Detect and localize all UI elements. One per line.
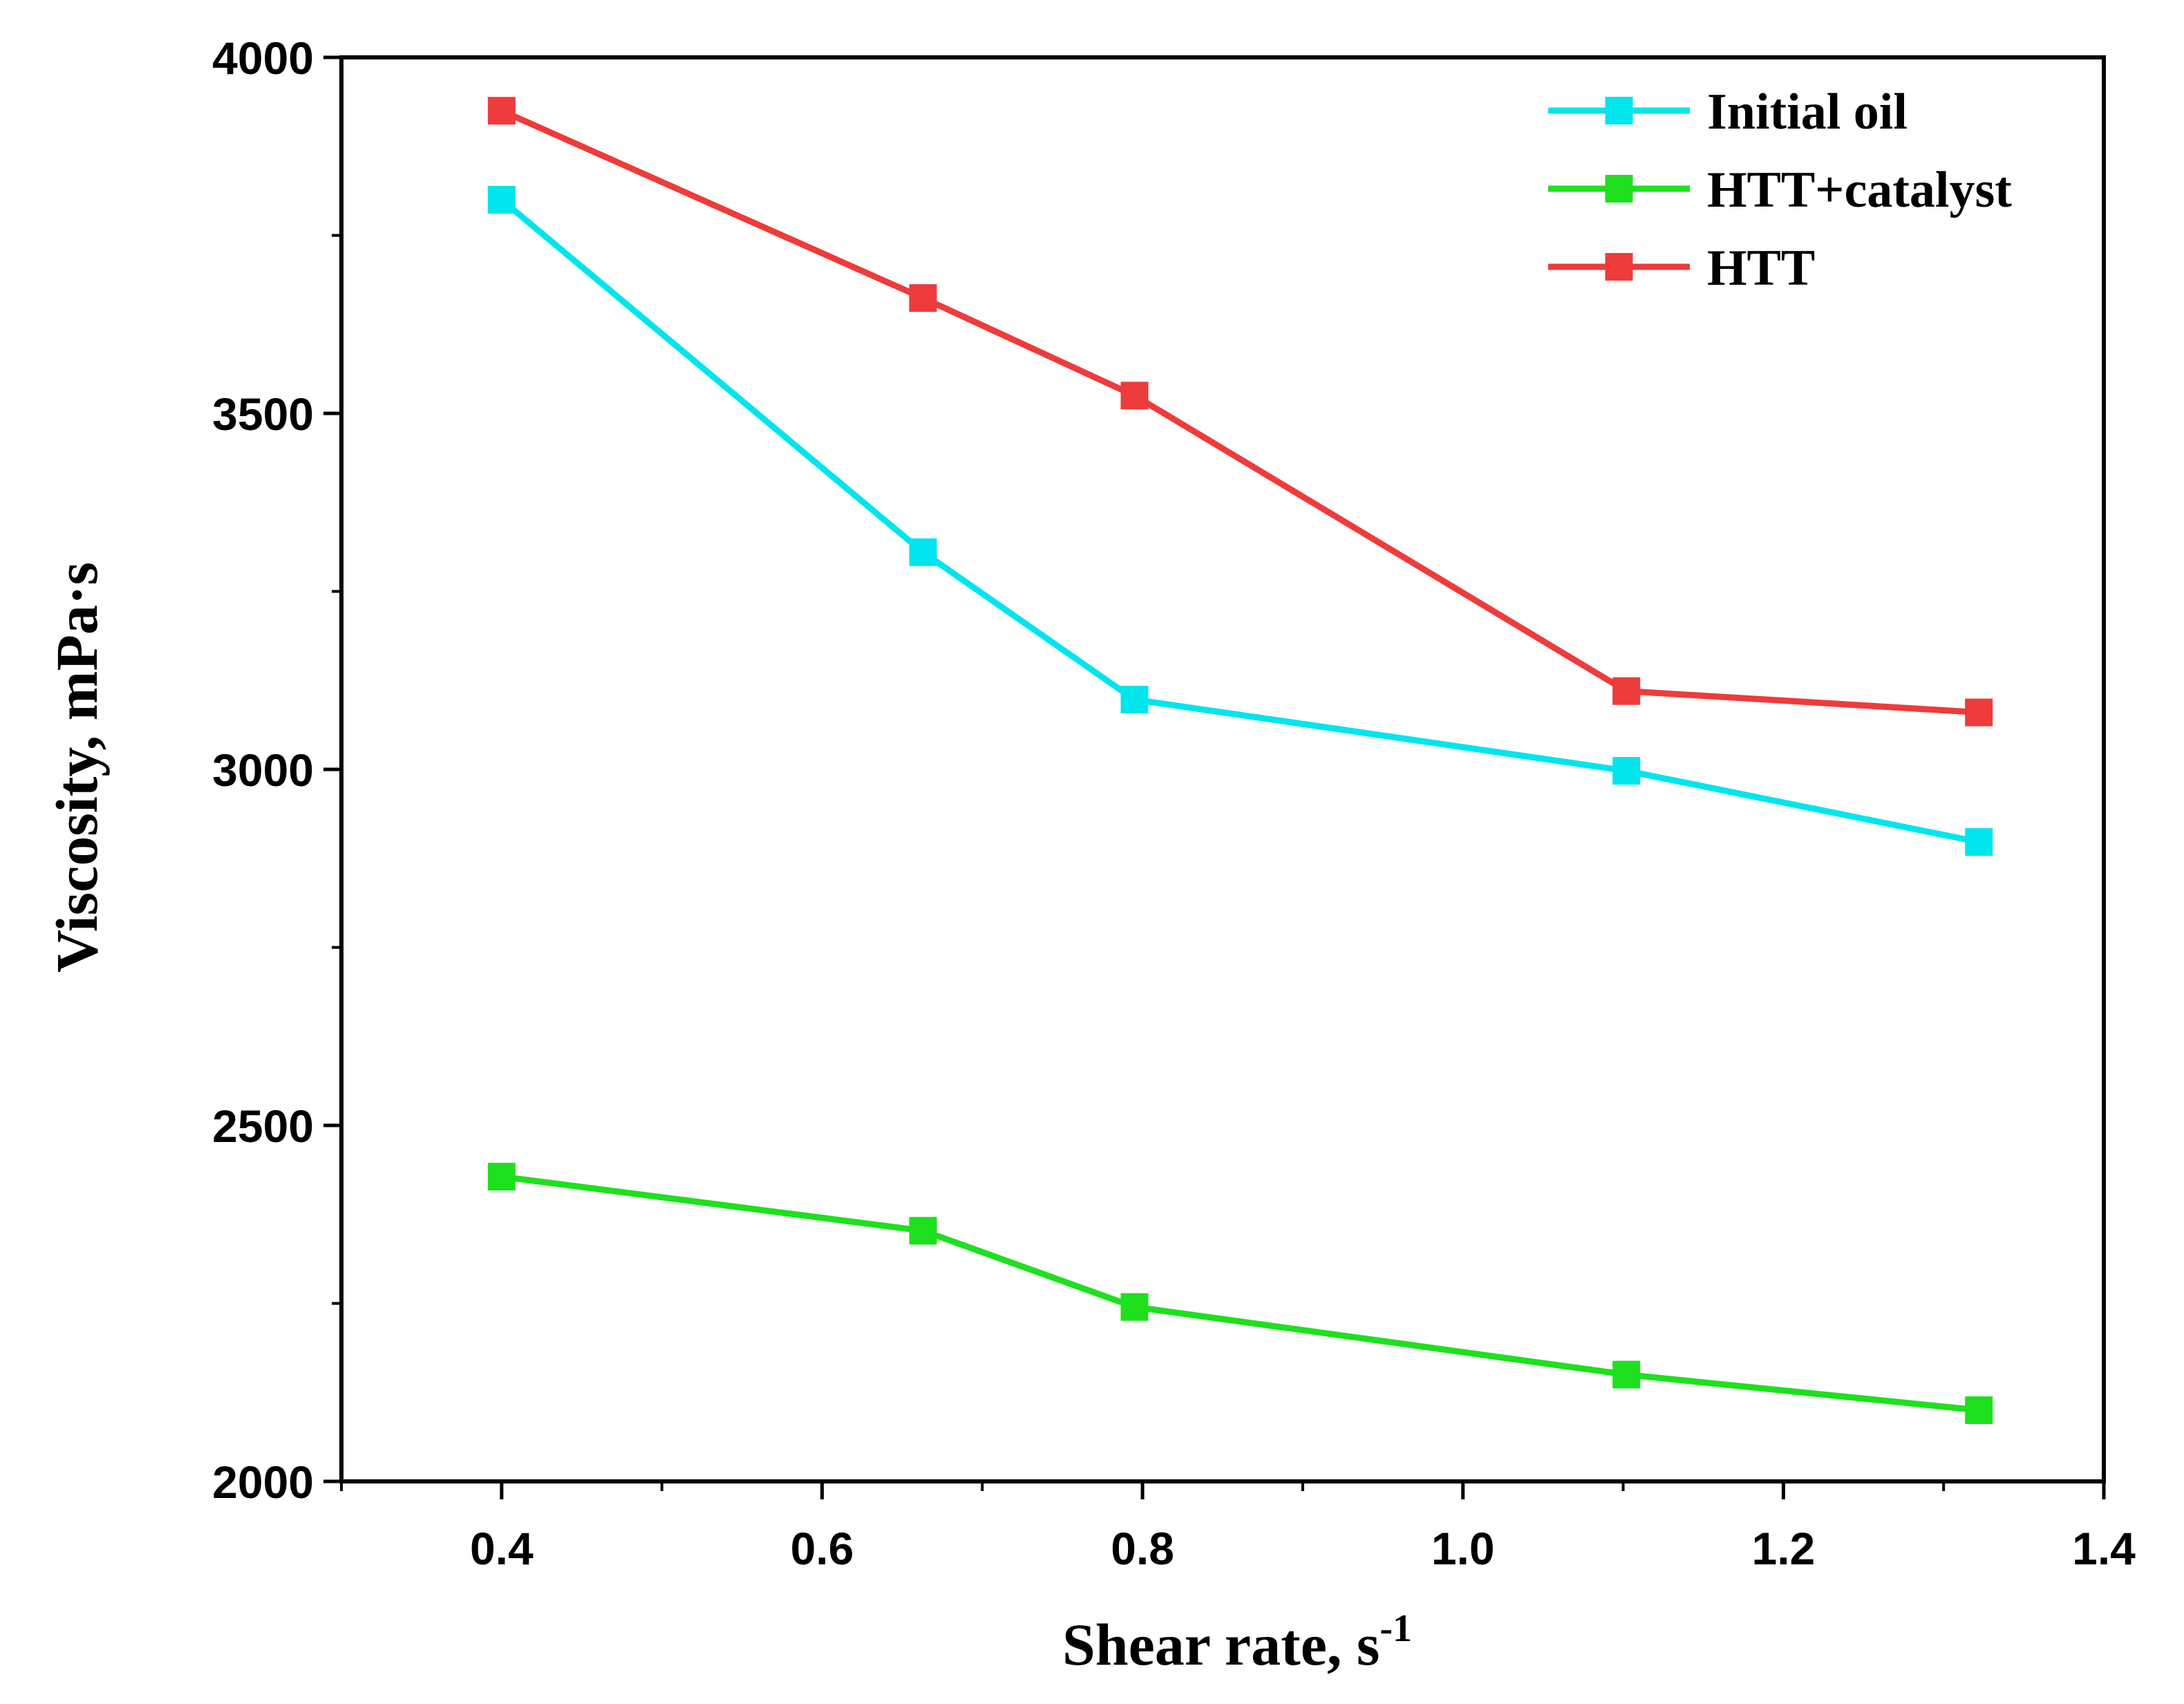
legend-label: HTT <box>1707 240 1815 297</box>
series-line <box>501 1173 1979 1414</box>
data-point <box>1120 686 1149 714</box>
data-point <box>909 284 937 312</box>
x-tick-label: 0.6 <box>791 1523 854 1574</box>
plot-frame <box>339 55 2106 1483</box>
x-axis-title-superscript: -1 <box>1380 1607 1412 1650</box>
legend-label: HTT+catalyst <box>1707 162 2012 218</box>
data-point <box>487 97 516 125</box>
x-tick-label: 1.0 <box>1431 1523 1495 1574</box>
data-point <box>909 538 937 566</box>
data-point <box>1965 698 1993 727</box>
x-tick-label: 1.4 <box>2072 1523 2136 1574</box>
y-axis-title: Viscosity, mPa·s <box>44 562 110 973</box>
legend-marker <box>1605 253 1633 281</box>
y-tick-label: 3500 <box>212 388 314 440</box>
y-axis-ticks: 2000 2500 3000 3500 4000 <box>212 32 341 1508</box>
data-point <box>1120 382 1149 410</box>
data-point <box>1965 828 1993 856</box>
y-tick-label: 4000 <box>212 32 314 84</box>
x-axis-title: Shear rate, s-1 <box>1062 1607 1412 1678</box>
plot-border <box>339 55 2106 1483</box>
data-point <box>487 1163 516 1191</box>
data-point <box>1612 1360 1641 1389</box>
series-lines <box>499 108 1980 1414</box>
x-tick-label: 0.8 <box>1111 1523 1174 1574</box>
data-point <box>909 1217 937 1245</box>
y-tick-label: 2000 <box>212 1457 314 1508</box>
data-point <box>1120 1293 1149 1321</box>
data-point <box>1965 1396 1993 1424</box>
legend: Initial oil HTT+catalyst HTT <box>1548 84 2012 297</box>
legend-marker <box>1605 175 1633 203</box>
x-tick-label: 0.4 <box>470 1523 534 1574</box>
y-tick-label: 2500 <box>212 1101 314 1152</box>
x-axis-ticks: 0.4 0.6 0.8 1.0 1.2 1.4 <box>340 1481 2136 1574</box>
legend-label: Initial oil <box>1707 84 1908 140</box>
series-markers <box>487 97 1993 1424</box>
data-point <box>1612 757 1641 785</box>
x-axis-title-text: Shear rate, s <box>1062 1611 1380 1678</box>
data-point <box>487 186 516 214</box>
data-point <box>1612 677 1641 705</box>
legend-marker <box>1605 97 1633 124</box>
y-tick-label: 3000 <box>212 745 314 796</box>
x-tick-label: 1.2 <box>1751 1523 1815 1574</box>
